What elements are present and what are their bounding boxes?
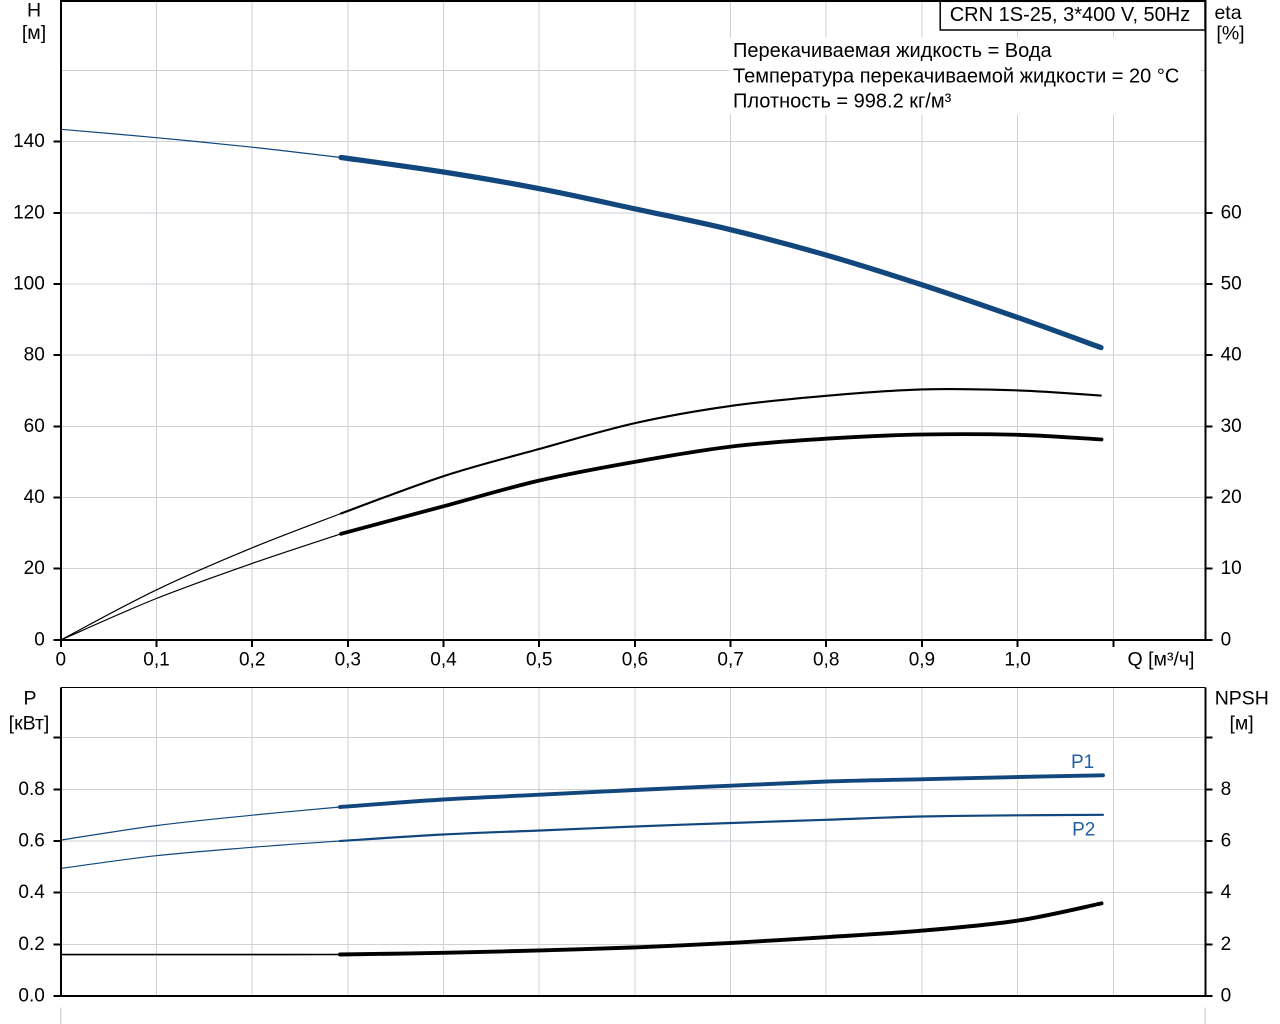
svg-text:0,7: 0,7: [717, 649, 743, 670]
svg-text:40: 40: [1221, 345, 1242, 366]
svg-text:Плотность = 998.2 кг/м³: Плотность = 998.2 кг/м³: [733, 91, 952, 113]
svg-text:80: 80: [24, 345, 45, 366]
svg-text:0: 0: [56, 649, 67, 670]
svg-text:10: 10: [1221, 558, 1242, 579]
svg-text:Q [м³/ч]: Q [м³/ч]: [1128, 648, 1195, 670]
svg-text:0.2: 0.2: [18, 934, 44, 955]
svg-text:0,1: 0,1: [143, 649, 169, 670]
svg-text:8: 8: [1221, 779, 1232, 800]
svg-text:P2: P2: [1072, 819, 1095, 840]
svg-text:0,2: 0,2: [239, 649, 265, 670]
svg-text:Перекачиваемая жидкость = Вода: Перекачиваемая жидкость = Вода: [733, 40, 1053, 62]
svg-text:Температура перекачиваемой жид: Температура перекачиваемой жидкости = 20…: [733, 66, 1179, 88]
svg-text:120: 120: [13, 202, 45, 223]
svg-text:[м]: [м]: [22, 22, 46, 44]
svg-text:P1: P1: [1071, 752, 1094, 773]
svg-text:30: 30: [1221, 416, 1242, 437]
svg-text:CRN 1S-25, 3*400 V, 50Hz: CRN 1S-25, 3*400 V, 50Hz: [950, 4, 1191, 26]
svg-text:0,3: 0,3: [335, 649, 361, 670]
svg-text:50: 50: [1221, 274, 1242, 295]
svg-text:2: 2: [1221, 934, 1232, 955]
svg-text:40: 40: [24, 487, 45, 508]
svg-text:0,6: 0,6: [622, 649, 648, 670]
svg-text:4: 4: [1221, 882, 1232, 903]
svg-text:[м]: [м]: [1229, 712, 1253, 734]
svg-text:0,8: 0,8: [813, 649, 839, 670]
svg-text:0: 0: [1221, 986, 1232, 1007]
svg-text:6: 6: [1221, 831, 1232, 852]
svg-text:0,5: 0,5: [526, 649, 552, 670]
svg-text:0: 0: [1221, 629, 1232, 650]
svg-text:0,4: 0,4: [430, 649, 457, 670]
svg-text:20: 20: [24, 558, 45, 579]
svg-text:[кВт]: [кВт]: [9, 712, 50, 734]
svg-text:0.0: 0.0: [18, 986, 44, 1007]
svg-text:60: 60: [24, 416, 45, 437]
svg-text:20: 20: [1221, 487, 1242, 508]
svg-text:0.6: 0.6: [18, 831, 44, 852]
svg-text:0.8: 0.8: [18, 779, 44, 800]
svg-text:0.4: 0.4: [18, 882, 45, 903]
svg-text:H: H: [27, 0, 41, 21]
svg-text:P: P: [23, 687, 36, 709]
svg-text:1,0: 1,0: [1004, 649, 1030, 670]
svg-text:140: 140: [13, 131, 45, 152]
svg-text:eta: eta: [1214, 2, 1241, 24]
svg-text:0: 0: [34, 629, 45, 650]
svg-text:0,9: 0,9: [909, 649, 935, 670]
svg-text:100: 100: [13, 274, 45, 295]
svg-text:[%]: [%]: [1216, 23, 1244, 45]
svg-text:NPSH: NPSH: [1215, 688, 1269, 710]
svg-text:60: 60: [1221, 202, 1242, 223]
